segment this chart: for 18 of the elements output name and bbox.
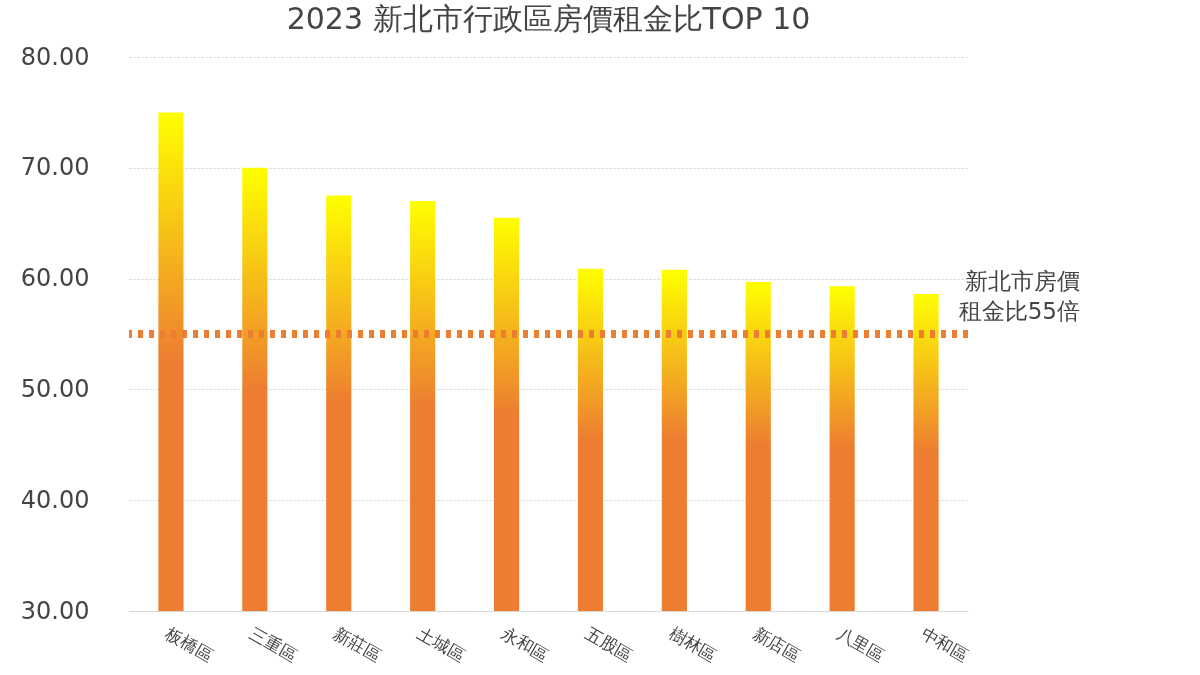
y-tick-label: 70.00 [20, 153, 90, 182]
x-tick-label: 新店區 [749, 622, 804, 666]
y-tick-label: 40.00 [20, 485, 90, 514]
chart-title: 2023 新北市行政區房價租金比TOP 10 [286, 1, 811, 36]
x-tick-label: 三重區 [246, 622, 301, 666]
x-tick-label: 新莊區 [330, 622, 385, 666]
x-tick-label: 中和區 [917, 622, 972, 666]
x-tick-label: 五股區 [581, 622, 637, 666]
x-tick-label: 永和區 [498, 622, 553, 666]
ref-line-label: 新北市房價租金比55倍 [958, 268, 1080, 324]
x-tick-label: 板橋區 [161, 622, 217, 666]
y-tick-label: 60.00 [20, 264, 90, 293]
x-tick-label: 土城區 [414, 622, 469, 666]
y-tick-label: 80.00 [20, 42, 90, 71]
x-tick-label: 八里區 [833, 622, 888, 666]
y-tick-label: 30.00 [20, 596, 90, 625]
x-tick-label: 樹林區 [665, 622, 721, 666]
y-tick-label: 50.00 [20, 374, 90, 403]
